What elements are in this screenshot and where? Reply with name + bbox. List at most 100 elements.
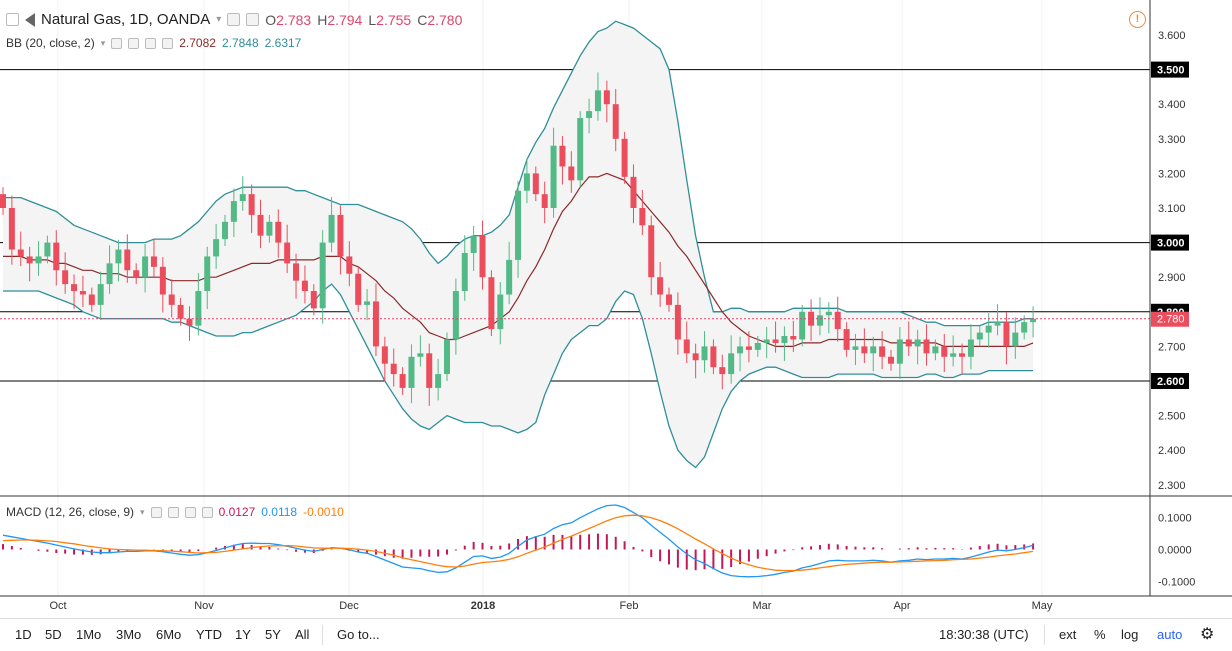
candle-body: [808, 311, 815, 326]
price-tick-label: 2.500: [1158, 411, 1186, 423]
settings-icon[interactable]: [128, 37, 140, 49]
macd-label: MACD (12, 26, close, 9): [6, 505, 135, 519]
candle-body: [186, 318, 193, 326]
chevron-down-icon[interactable]: ▾: [140, 506, 145, 517]
chevron-down-icon[interactable]: ▾: [216, 14, 222, 25]
level-label-bg: [1151, 61, 1189, 78]
candle-body: [674, 304, 681, 340]
price-tick-label: 2.300: [1158, 480, 1186, 492]
candle-body: [372, 301, 379, 347]
candle-body: [97, 284, 104, 305]
candle-body: [594, 90, 601, 112]
more-icon[interactable]: [145, 37, 157, 49]
eye-icon[interactable]: [227, 13, 241, 26]
candle-body: [710, 346, 717, 368]
settings-icon[interactable]: [246, 13, 260, 26]
candle-body: [230, 201, 237, 222]
close-icon[interactable]: [162, 37, 174, 49]
candle-body: [728, 353, 735, 375]
more-icon[interactable]: [184, 506, 196, 518]
time-tick-label: Nov: [194, 600, 214, 612]
percent-toggle[interactable]: %: [1094, 627, 1106, 642]
range-1mo-button[interactable]: 1Mo: [76, 627, 102, 642]
candle-body: [737, 346, 744, 354]
candle-body: [577, 118, 584, 181]
candle-body: [657, 277, 664, 295]
axes: [0, 0, 1232, 597]
last-price-label: 2.780: [1157, 314, 1185, 326]
settings-icon[interactable]: [167, 506, 179, 518]
chevron-down-icon[interactable]: ▾: [100, 37, 106, 48]
log-toggle[interactable]: log: [1121, 627, 1139, 642]
ohlc-open: O2.783: [265, 11, 312, 28]
range-5y-button[interactable]: 5Y: [265, 627, 281, 642]
candle-body: [8, 208, 15, 250]
macd-legend: MACD (12, 26, close, 9) ▾ 0.0127 0.0118 …: [6, 505, 344, 519]
auto-toggle[interactable]: auto: [1157, 627, 1183, 642]
level-label: 3.000: [1157, 238, 1185, 250]
bb-middle-value: 2.7082: [179, 36, 216, 50]
price-tick-label: 3.300: [1158, 134, 1186, 146]
bottom-toolbar: 1D 5D 1Mo 3Mo 6Mo YTD 1Y 5Y All Go to...…: [0, 618, 1232, 651]
range-1d-button[interactable]: 1D: [15, 627, 32, 642]
range-6mo-button[interactable]: 6Mo: [156, 627, 182, 642]
range-ytd-button[interactable]: YTD: [196, 627, 222, 642]
candle-body: [923, 339, 930, 354]
candle-body: [781, 336, 788, 343]
candle-body: [222, 221, 228, 240]
candle-body: [994, 322, 1001, 326]
candle-body: [586, 111, 593, 119]
candle-body: [852, 346, 859, 350]
price-tick-label: 3.600: [1158, 30, 1186, 42]
ext-toggle[interactable]: ext: [1059, 627, 1077, 642]
alert-icon[interactable]: !: [1129, 11, 1146, 28]
candle-body: [204, 256, 211, 292]
candle-body: [701, 346, 708, 361]
eye-icon[interactable]: [111, 37, 123, 49]
bb-legend: BB (20, close, 2) ▾ 2.7082 2.7848 2.6317: [6, 36, 301, 50]
candle-body: [0, 194, 6, 208]
candle-body: [799, 311, 806, 340]
collapse-icon[interactable]: [6, 13, 19, 26]
goto-button[interactable]: Go to...: [337, 627, 380, 642]
candle-body: [106, 263, 113, 285]
candle-body: [53, 242, 60, 271]
candle-body: [754, 342, 761, 350]
ohlc-low: L2.755: [368, 11, 412, 28]
range-5d-button[interactable]: 5D: [45, 627, 62, 642]
price-tick-label: 2.900: [1158, 272, 1186, 284]
range-3mo-button[interactable]: 3Mo: [116, 627, 142, 642]
candle-body: [648, 225, 655, 278]
candle-body: [621, 138, 628, 177]
candle-body: [692, 353, 699, 361]
candle-body: [408, 356, 415, 388]
gear-icon[interactable]: ⚙: [1200, 626, 1215, 643]
candle-body: [816, 315, 823, 326]
time-tick-label: Mar: [753, 600, 772, 612]
candle-body: [355, 273, 362, 305]
candle-body: [603, 90, 610, 105]
level-label-bg: [1151, 373, 1189, 389]
candle-body: [328, 214, 335, 243]
candle-body: [790, 336, 797, 340]
candle-body: [470, 235, 477, 253]
range-1y-button[interactable]: 1Y: [235, 627, 251, 642]
candle-body: [1012, 332, 1019, 347]
candle-body: [719, 367, 726, 375]
candle-body: [213, 239, 220, 257]
range-all-button[interactable]: All: [295, 627, 310, 642]
candle-body: [159, 266, 166, 295]
macd-tick-label: 0.0000: [1158, 545, 1192, 557]
macd-tick-label: -0.1000: [1158, 576, 1195, 588]
candle-body: [293, 263, 300, 281]
candle-body: [745, 346, 752, 350]
candle-body: [905, 339, 912, 347]
flag-icon[interactable]: [25, 12, 35, 27]
candle-body: [559, 145, 566, 167]
ohlc-high: H2.794: [317, 11, 363, 28]
candle-body: [301, 280, 308, 292]
eye-icon[interactable]: [150, 506, 162, 518]
bb-lower-value: 2.6317: [264, 36, 302, 50]
close-icon[interactable]: [201, 506, 213, 518]
